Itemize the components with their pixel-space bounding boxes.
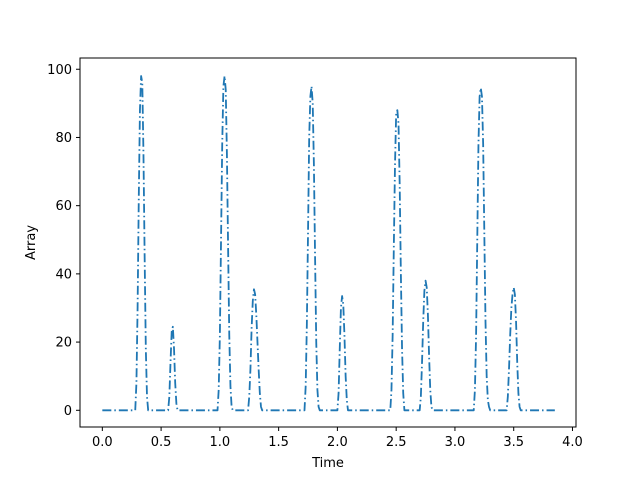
x-tick-label: 1.5: [268, 435, 289, 450]
x-axis-label: Time: [311, 456, 344, 471]
y-axis-label: Array: [24, 225, 39, 260]
y-tick-label: 40: [55, 267, 72, 282]
x-tick-label: 3.5: [503, 435, 524, 450]
x-tick-label: 3.0: [445, 435, 466, 450]
y-tick-label: 100: [47, 63, 72, 78]
plot-area: [80, 58, 576, 427]
x-tick-label: 0.5: [151, 435, 172, 450]
y-tick-label: 20: [55, 336, 72, 351]
x-tick-label: 1.0: [210, 435, 231, 450]
x-tick-label: 2.5: [386, 435, 407, 450]
axes-frame: [79, 57, 577, 428]
y-tick-label: 60: [55, 199, 72, 214]
y-tick-label: 0: [64, 404, 72, 419]
y-tick-label: 80: [55, 131, 72, 146]
x-tick-label: 4.0: [562, 435, 583, 450]
x-tick-label: 0.0: [92, 435, 113, 450]
x-tick-label: 2.0: [327, 435, 348, 450]
series-line-0: [102, 75, 555, 412]
